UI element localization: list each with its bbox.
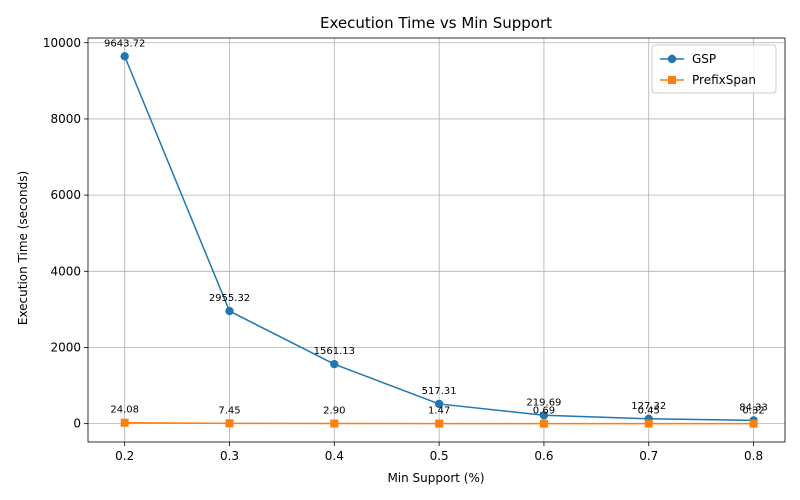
- data-label-gsp: 219.69: [526, 397, 561, 408]
- x-tick-label: 0.7: [639, 449, 658, 463]
- x-tick-label: 0.3: [220, 449, 239, 463]
- y-tick-label: 2000: [50, 340, 81, 354]
- legend: GSP PrefixSpan: [651, 44, 777, 94]
- y-axis-label: Execution Time (seconds): [16, 171, 30, 325]
- legend-box: [651, 44, 777, 94]
- data-point-gsp: [330, 359, 339, 369]
- data-label-gsp: 127.32: [631, 401, 666, 412]
- legend-marker-gsp: [667, 54, 677, 64]
- x-tick-label: 0.8: [744, 449, 763, 463]
- data-label-gsp: 84.33: [739, 402, 768, 413]
- data-point-prefixspan: [225, 419, 234, 428]
- data-point-gsp: [120, 52, 129, 61]
- data-label-prefixspan: 7.45: [218, 405, 240, 416]
- x-tick-label: 0.4: [325, 449, 344, 463]
- data-point-prefixspan: [120, 418, 129, 427]
- y-tick-label: 4000: [50, 264, 81, 278]
- data-label-prefixspan: 2.90: [323, 406, 345, 417]
- data-point-prefixspan: [539, 419, 548, 428]
- data-point-prefixspan: [749, 419, 758, 428]
- y-tick-label: 6000: [50, 188, 81, 202]
- data-point-gsp: [539, 411, 549, 420]
- data-label-prefixspan: 0.32: [742, 406, 764, 417]
- data-point-gsp: [225, 306, 234, 316]
- legend-label-gsp: GSP: [692, 52, 716, 66]
- data-label-prefixspan: 1.47: [428, 406, 450, 417]
- data-label-prefixspan: 24.08: [110, 405, 139, 416]
- legend-label-prefixspan: PrefixSpan: [692, 73, 756, 87]
- legend-marker-prefixspan: [668, 76, 676, 84]
- axes: 0.2 0.3 0.4 0.5 0.6 0.7 0.8 0 2000 4000 6000 8000 10…: [43, 36, 786, 463]
- data-point-gsp: [434, 399, 444, 409]
- data-label-gsp: 517.31: [422, 386, 457, 397]
- y-tick-label: 0: [73, 417, 81, 431]
- series-layer: [120, 52, 758, 428]
- y-tick-label: 10000: [43, 36, 81, 50]
- y-tick-label: 8000: [50, 112, 81, 126]
- chart-title: Execution Time vs Min Support: [320, 14, 552, 32]
- x-tick-label: 0.6: [534, 449, 553, 463]
- data-label-gsp: 1561.13: [314, 346, 355, 357]
- data-label-prefixspan: 0.69: [533, 406, 555, 417]
- data-point-prefixspan: [330, 419, 339, 428]
- x-tick-label: 0.2: [115, 449, 134, 463]
- data-label-gsp: 9643.72: [104, 38, 145, 49]
- x-axis-label: Min Support (%): [387, 471, 484, 485]
- x-tick-label: 0.5: [430, 449, 449, 463]
- data-label-prefixspan: 0.45: [638, 406, 660, 417]
- data-point-prefixspan: [644, 419, 653, 428]
- plot-frame: [87, 37, 786, 443]
- data-labels: 9643.72 2955.32 1561.13 517.31 219.69 127.32 8…: [104, 38, 768, 416]
- data-label-gsp: 2955.32: [209, 293, 250, 304]
- data-point-prefixspan: [435, 419, 444, 428]
